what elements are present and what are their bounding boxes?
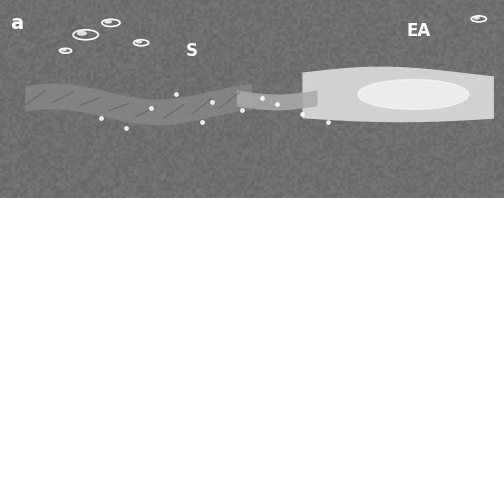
PathPatch shape xyxy=(248,226,283,470)
PathPatch shape xyxy=(302,67,494,123)
Circle shape xyxy=(136,42,142,44)
Ellipse shape xyxy=(358,80,469,110)
PathPatch shape xyxy=(25,84,252,126)
Text: 5: 5 xyxy=(281,455,293,473)
PathPatch shape xyxy=(457,203,475,470)
PathPatch shape xyxy=(65,302,84,386)
Text: b: b xyxy=(10,217,24,236)
PathPatch shape xyxy=(384,209,405,451)
PathPatch shape xyxy=(83,378,93,428)
Text: 3: 3 xyxy=(80,455,92,473)
Circle shape xyxy=(61,50,66,52)
Circle shape xyxy=(474,18,479,20)
Text: 6: 6 xyxy=(407,455,419,473)
Text: a: a xyxy=(10,14,23,33)
Text: EA: EA xyxy=(406,22,430,40)
PathPatch shape xyxy=(190,237,226,456)
Text: 2: 2 xyxy=(14,455,26,473)
Text: S: S xyxy=(185,42,198,60)
PathPatch shape xyxy=(93,302,111,386)
PathPatch shape xyxy=(140,237,180,456)
PathPatch shape xyxy=(237,91,318,111)
Circle shape xyxy=(105,21,111,24)
Text: 4: 4 xyxy=(175,455,187,473)
Circle shape xyxy=(78,32,86,36)
PathPatch shape xyxy=(296,226,331,470)
Polygon shape xyxy=(21,390,35,413)
